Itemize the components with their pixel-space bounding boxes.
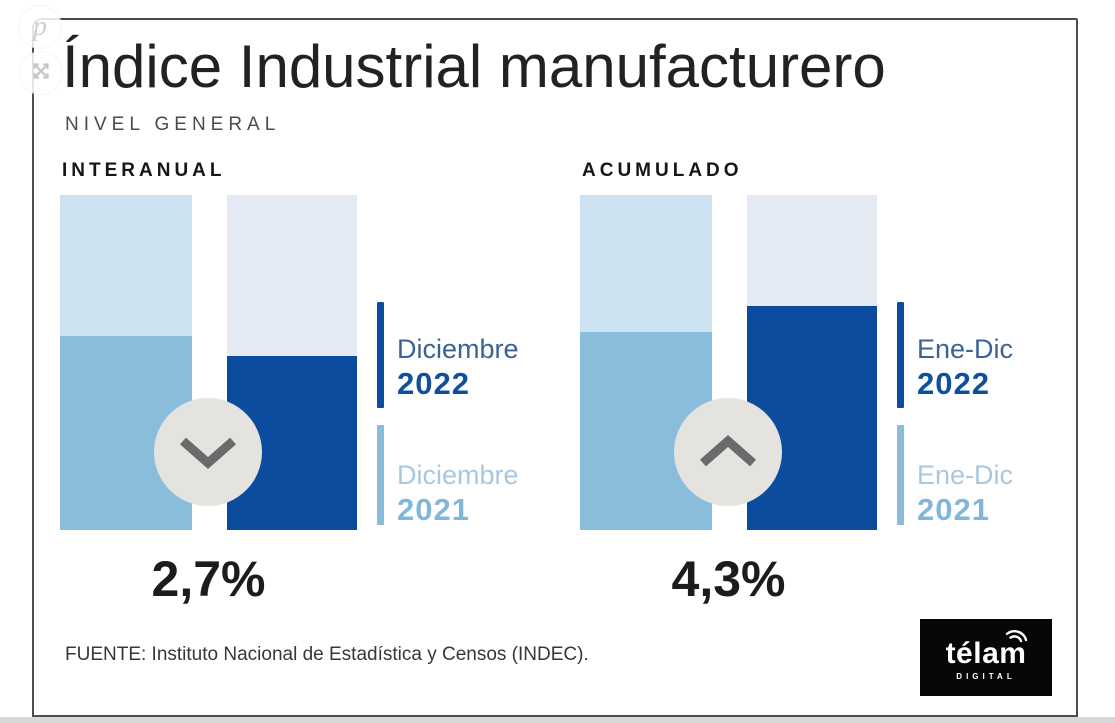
interanual-group: INTERANUAL Diciembre 2022 <box>60 158 542 638</box>
legend-year: 2021 <box>397 491 470 527</box>
interanual-label: INTERANUAL <box>62 160 226 181</box>
telam-logo: télam DIGITAL <box>920 619 1052 696</box>
legend-enedic-2021: Ene-Dic 2021 <box>917 460 1013 528</box>
pin-icon: p <box>33 11 47 42</box>
page-title: Índice Industrial manufacturero <box>62 33 886 100</box>
legend-tick-2022 <box>377 302 384 408</box>
legend-enedic-2022: Ene-Dic 2022 <box>917 334 1013 402</box>
expand-fullscreen-button[interactable] <box>19 51 63 95</box>
wifi-signal-icon <box>1001 621 1032 649</box>
page-subtitle: NIVEL GENERAL <box>65 114 281 135</box>
legend-diciembre-2022: Diciembre 2022 <box>397 334 519 402</box>
legend-period: Ene-Dic <box>917 334 1014 364</box>
legend-period: Diciembre <box>397 334 519 364</box>
increase-indicator <box>674 398 782 506</box>
source-text: FUENTE: Instituto Nacional de Estadístic… <box>65 644 589 665</box>
legend-year: 2021 <box>917 491 990 527</box>
decrease-indicator <box>154 398 262 506</box>
chevron-up-icon <box>696 435 760 469</box>
legend-year: 2022 <box>917 365 990 401</box>
page-bottom-strip <box>0 717 1115 723</box>
logo-wordmark: télam <box>945 637 1027 670</box>
logo-subtitle: DIGITAL <box>956 672 1016 681</box>
legend-period: Ene-Dic <box>917 460 1014 490</box>
legend-tick-2021 <box>377 425 384 525</box>
legend-tick-2022 <box>897 302 904 408</box>
legend-diciembre-2021: Diciembre 2021 <box>397 460 519 528</box>
pin-save-button[interactable]: p <box>18 5 62 49</box>
expand-arrows-icon <box>28 58 54 89</box>
chevron-down-icon <box>176 435 240 469</box>
acumulado-change-value: 4,3% <box>671 551 786 607</box>
acumulado-group: ACUMULADO Ene-Dic 2022 E <box>580 158 1062 638</box>
infographic-card: Índice Industrial manufacturero NIVEL GE… <box>32 18 1078 717</box>
interanual-change-value: 2,7% <box>151 551 266 607</box>
legend-year: 2022 <box>397 365 470 401</box>
bar-diciembre-2022 <box>227 195 357 530</box>
acumulado-label: ACUMULADO <box>582 160 743 181</box>
legend-tick-2021 <box>897 425 904 525</box>
legend-period: Diciembre <box>397 460 519 490</box>
